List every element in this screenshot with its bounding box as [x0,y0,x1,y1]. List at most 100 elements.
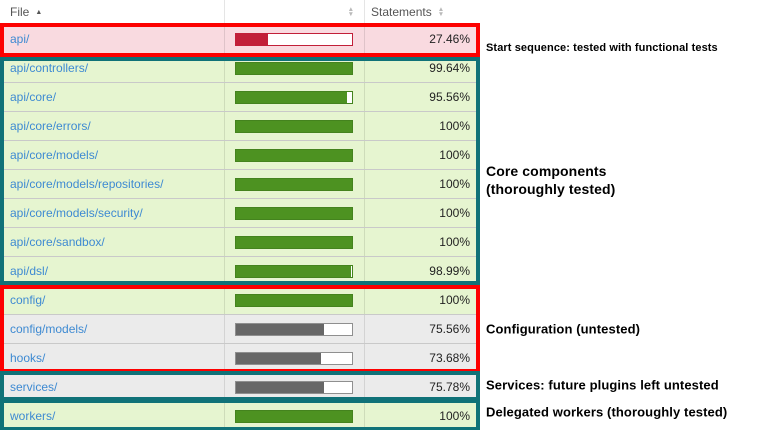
file-cell: api/controllers/ [0,54,225,82]
table-row: api/core/models/security/ 100% [0,198,480,227]
coverage-bar-fill [236,178,352,190]
coverage-bar-fill [236,149,352,161]
percent-cell: 95.56% [365,83,480,111]
file-cell: services/ [0,373,225,401]
coverage-bar [235,90,353,104]
coverage-table: File ▲ ▲ ▼ Statements ▲ ▼ api/ 27.46% a [0,0,480,430]
coverage-bar-fill [236,294,352,306]
file-link[interactable]: config/ [10,293,46,307]
coverage-table-body: api/ 27.46% api/controllers/ 99.64% api/… [0,24,480,430]
sort-icon[interactable]: ▲ ▼ [347,6,354,18]
file-link[interactable]: hooks/ [10,351,46,365]
sort-ascending-icon[interactable]: ▲ [35,8,43,16]
file-cell: api/dsl/ [0,257,225,285]
file-cell: api/core/ [0,83,225,111]
percent-cell: 75.56% [365,315,480,343]
coverage-bar-fill [236,91,347,103]
file-cell: api/ [0,25,225,53]
group-annotation: Services: future plugins left untested [486,377,719,393]
table-row: api/ 27.46% [0,24,480,53]
column-header-bar[interactable]: ▲ ▼ [225,0,365,24]
file-link[interactable]: api/core/models/security/ [10,206,143,220]
coverage-bar [235,206,353,220]
bar-cell [225,402,365,430]
column-header-file[interactable]: File ▲ [0,0,225,24]
sort-icon[interactable]: ▲ ▼ [437,6,445,18]
file-link[interactable]: api/core/errors/ [10,119,91,133]
percent-cell: 100% [365,112,480,140]
statements-percent: 100% [439,119,470,133]
bar-cell [225,199,365,227]
file-link[interactable]: workers/ [10,409,56,423]
coverage-bar [235,177,353,191]
percent-cell: 100% [365,199,480,227]
table-row: api/dsl/ 98.99% [0,256,480,285]
coverage-bar [235,119,353,133]
file-link[interactable]: api/core/models/repositories/ [10,177,164,191]
file-link[interactable]: config/models/ [10,322,88,336]
percent-cell: 73.68% [365,344,480,372]
statements-percent: 75.56% [429,322,470,336]
file-link[interactable]: api/ [10,32,30,46]
file-cell: config/models/ [0,315,225,343]
table-row: config/models/ 75.56% [0,314,480,343]
table-row: hooks/ 73.68% [0,343,480,372]
column-header-statements[interactable]: Statements ▲ ▼ [365,0,480,24]
bar-cell [225,257,365,285]
statements-percent: 27.46% [429,32,470,46]
coverage-bar-fill [236,120,352,132]
file-cell: workers/ [0,402,225,430]
coverage-bar [235,264,353,278]
file-link[interactable]: services/ [10,380,58,394]
statements-percent: 98.99% [429,264,470,278]
file-cell: api/core/models/repositories/ [0,170,225,198]
bar-cell [225,344,365,372]
coverage-bar-fill [236,265,351,277]
coverage-bar [235,32,353,46]
bar-cell [225,112,365,140]
coverage-bar-fill [236,62,352,74]
percent-cell: 100% [365,141,480,169]
table-row: workers/ 100% [0,401,480,430]
percent-cell: 99.64% [365,54,480,82]
file-cell: config/ [0,286,225,314]
file-cell: api/core/errors/ [0,112,225,140]
percent-cell: 100% [365,228,480,256]
group-annotation: Delegated workers (thoroughly tested) [486,404,728,420]
coverage-bar [235,293,353,307]
file-link[interactable]: api/core/sandbox/ [10,235,105,249]
file-link[interactable]: api/dsl/ [10,264,49,278]
bar-cell [225,373,365,401]
file-link[interactable]: api/controllers/ [10,61,89,75]
coverage-bar [235,351,353,365]
percent-cell: 100% [365,286,480,314]
table-row: config/ 100% [0,285,480,314]
statements-percent: 75.78% [429,380,470,394]
table-row: api/core/ 95.56% [0,82,480,111]
percent-cell: 100% [365,170,480,198]
coverage-bar [235,148,353,162]
file-column-label: File [10,5,30,19]
file-link[interactable]: api/core/ [10,90,57,104]
file-cell: api/core/models/security/ [0,199,225,227]
bar-cell [225,25,365,53]
table-header-row: File ▲ ▲ ▼ Statements ▲ ▼ [0,0,480,24]
bar-cell [225,228,365,256]
statements-percent: 100% [439,293,470,307]
statements-percent: 99.64% [429,61,470,75]
statements-percent: 100% [439,409,470,423]
file-link[interactable]: api/core/models/ [10,148,99,162]
bar-cell [225,141,365,169]
coverage-bar-fill [236,381,324,393]
file-cell: api/core/sandbox/ [0,228,225,256]
table-row: api/controllers/ 99.64% [0,53,480,82]
bar-cell [225,170,365,198]
coverage-bar [235,235,353,249]
bar-cell [225,83,365,111]
table-row: api/core/models/repositories/ 100% [0,169,480,198]
bar-cell [225,315,365,343]
coverage-bar-fill [236,236,352,248]
coverage-bar-fill [236,323,324,335]
statements-percent: 100% [439,148,470,162]
